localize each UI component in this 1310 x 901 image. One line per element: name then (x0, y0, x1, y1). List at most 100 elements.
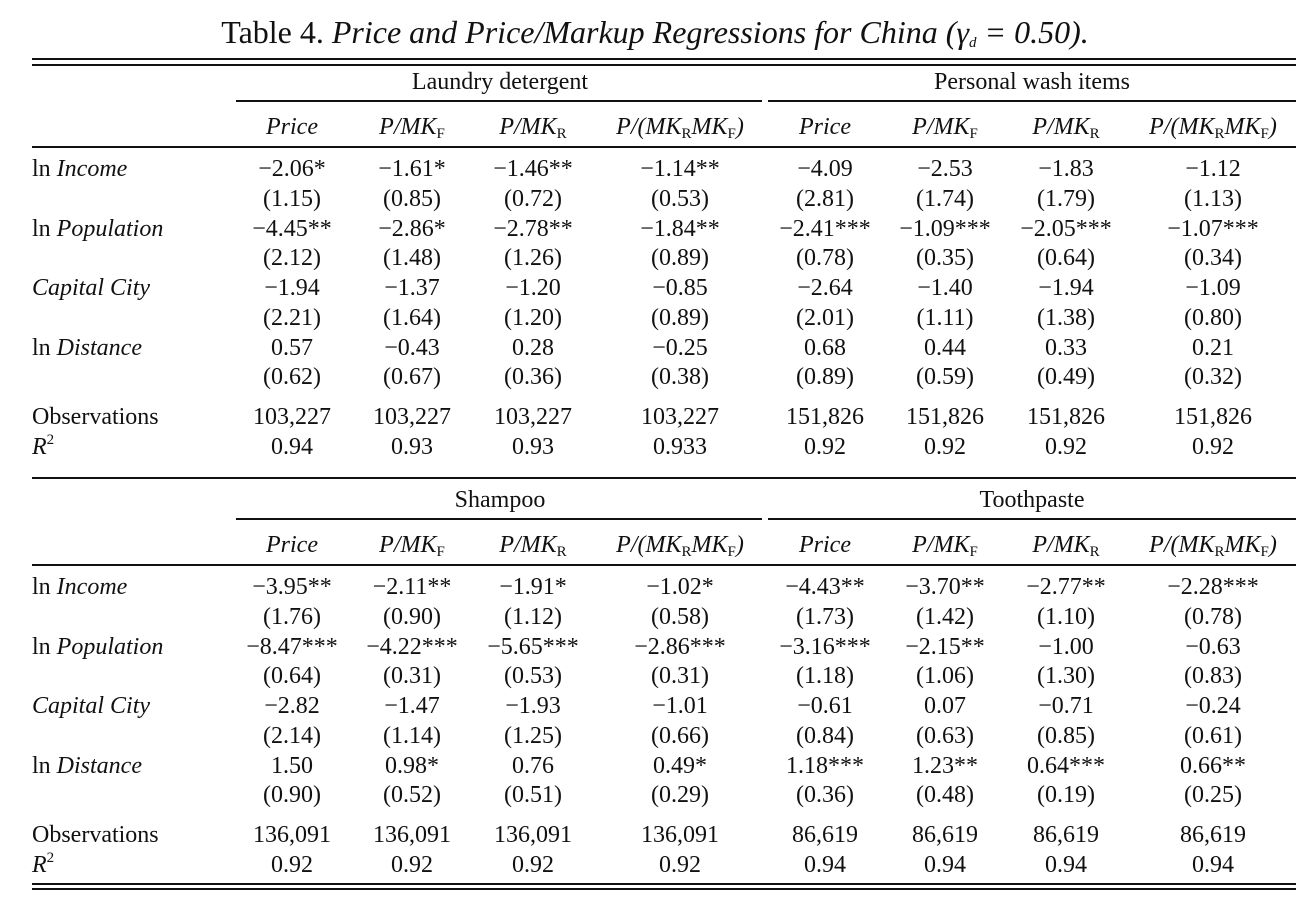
row-label-population: ln Population (32, 215, 164, 242)
top-rule (32, 58, 1296, 61)
coefficient-cell: 0.57 (271, 334, 313, 361)
column-header: P/MKF (912, 532, 978, 560)
std-error-cell: (0.19) (1037, 782, 1095, 808)
std-error-cell: (0.25) (1184, 782, 1242, 808)
coefficient-cell: −1.14** (640, 156, 720, 182)
std-error-cell: (1.74) (916, 185, 974, 212)
r-squared-cell: 0.92 (1045, 434, 1087, 460)
coefficient-cell: −1.94 (264, 275, 320, 301)
coefficient-cell: 1.23** (912, 752, 978, 779)
observations-cell: 86,619 (912, 822, 978, 848)
coefficient-cell: 0.49* (653, 752, 707, 779)
coefficient-cell: −2.41*** (779, 215, 871, 242)
observations-cell: 103,227 (373, 404, 451, 430)
std-error-cell: (0.84) (796, 722, 854, 749)
coefficient-cell: 1.50 (271, 752, 313, 779)
r-squared-cell: 0.93 (512, 434, 554, 460)
std-error-cell: (0.62) (263, 364, 321, 390)
coefficient-cell: 0.76 (512, 752, 554, 779)
std-error-cell: (1.30) (1037, 663, 1095, 689)
r-squared-cell: 0.94 (1045, 852, 1087, 878)
std-error-cell: (0.67) (383, 364, 441, 390)
coefficient-cell: −0.24 (1185, 693, 1241, 719)
std-error-cell: (1.48) (383, 245, 441, 271)
r-squared-cell: 0.92 (924, 434, 966, 460)
observations-cell: 151,826 (786, 404, 864, 430)
coefficient-cell: 0.44 (924, 334, 966, 361)
std-error-cell: (1.64) (383, 304, 441, 331)
std-error-cell: (0.80) (1184, 304, 1242, 331)
coefficient-cell: −1.83 (1038, 156, 1094, 182)
coefficient-cell: −1.61* (378, 156, 446, 182)
std-error-cell: (1.25) (504, 722, 562, 749)
coefficient-cell: −1.47 (384, 693, 440, 719)
std-error-cell: (1.14) (383, 722, 441, 749)
header-rule (32, 564, 1296, 566)
row-label-r-squared: R2 (32, 432, 55, 461)
column-header: P/MKR (1032, 532, 1100, 560)
std-error-cell: (0.48) (916, 782, 974, 808)
std-error-cell: (0.64) (263, 663, 321, 689)
observations-cell: 151,826 (1027, 404, 1105, 430)
std-error-cell: (2.21) (263, 304, 321, 331)
coefficient-cell: −3.70** (905, 574, 985, 600)
coefficient-cell: −1.93 (505, 693, 561, 719)
coefficient-cell: −8.47*** (246, 633, 338, 660)
row-label-r-squared: R2 (32, 850, 55, 879)
std-error-cell: (0.52) (383, 782, 441, 808)
std-error-cell: (0.66) (651, 722, 709, 749)
coefficient-cell: −1.91* (499, 574, 567, 600)
std-error-cell: (0.85) (1037, 722, 1095, 749)
observations-cell: 86,619 (1180, 822, 1246, 848)
std-error-cell: (0.38) (651, 364, 709, 390)
coefficient-cell: 0.64*** (1027, 752, 1105, 779)
coefficient-cell: −2.64 (797, 275, 853, 301)
column-header: Price (266, 114, 318, 140)
coefficient-cell: −1.40 (917, 275, 973, 301)
coefficient-cell: −4.09 (797, 156, 853, 182)
std-error-cell: (1.26) (504, 245, 562, 271)
group-header-toothpaste: Toothpaste (979, 487, 1085, 513)
column-header: Price (266, 532, 318, 558)
coefficient-cell: −1.07*** (1167, 215, 1259, 242)
coefficient-cell: 0.07 (924, 693, 966, 719)
coefficient-cell: −1.37 (384, 275, 440, 301)
column-header: Price (799, 114, 851, 140)
column-header: P/(MKRMKF) (1149, 114, 1277, 142)
r-squared-cell: 0.92 (659, 852, 701, 878)
coefficient-cell: −2.86*** (634, 633, 726, 660)
coefficient-cell: −2.86* (378, 215, 446, 242)
group-underline (236, 100, 762, 102)
column-header: P/MKR (499, 532, 567, 560)
std-error-cell: (0.83) (1184, 663, 1242, 689)
std-error-cell: (0.90) (383, 603, 441, 630)
coefficient-cell: −2.11** (372, 574, 452, 600)
r-squared-cell: 0.94 (1192, 852, 1234, 878)
std-error-cell: (0.31) (383, 663, 441, 689)
std-error-cell: (0.89) (651, 245, 709, 271)
coefficient-cell: 0.28 (512, 334, 554, 361)
group-header-personal-wash-items: Personal wash items (934, 69, 1130, 95)
r-squared-cell: 0.92 (391, 852, 433, 878)
coefficient-cell: −1.94 (1038, 275, 1094, 301)
table-number: Table 4. (221, 14, 324, 50)
coefficient-cell: −2.06* (258, 156, 326, 182)
coefficient-cell: −2.15** (905, 633, 985, 660)
r-squared-cell: 0.92 (512, 852, 554, 878)
observations-cell: 86,619 (1033, 822, 1099, 848)
r-squared-cell: 0.933 (653, 434, 707, 460)
std-error-cell: (0.89) (796, 364, 854, 390)
std-error-cell: (0.36) (504, 364, 562, 390)
std-error-cell: (1.06) (916, 663, 974, 689)
std-error-cell: (1.20) (504, 304, 562, 331)
std-error-cell: (0.63) (916, 722, 974, 749)
std-error-cell: (0.29) (651, 782, 709, 808)
std-error-cell: (2.12) (263, 245, 321, 271)
coefficient-cell: 1.18*** (786, 752, 864, 779)
std-error-cell: (0.32) (1184, 364, 1242, 390)
std-error-cell: (0.53) (651, 185, 709, 212)
table-title: Table 4. Price and Price/Markup Regressi… (0, 12, 1310, 52)
observations-cell: 151,826 (906, 404, 984, 430)
observations-cell: 136,091 (641, 822, 719, 848)
